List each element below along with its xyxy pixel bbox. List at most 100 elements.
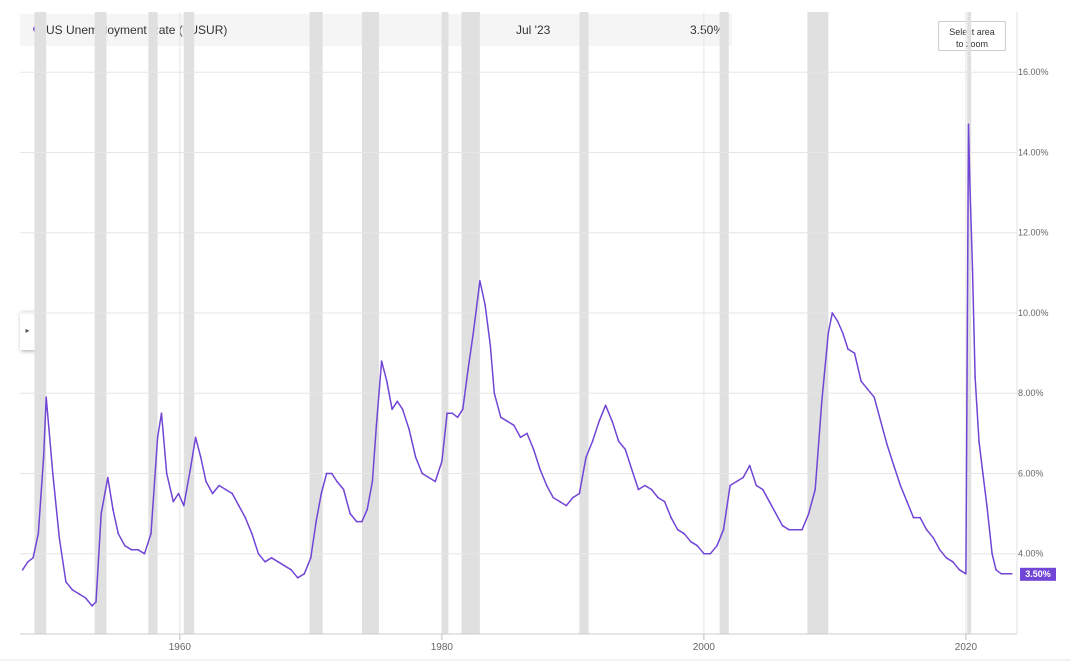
data-point (42, 456, 45, 459)
y-tick-label: 8.00% (1018, 388, 1044, 398)
recession-band (34, 12, 47, 634)
recession-band (807, 12, 829, 634)
data-point (160, 412, 163, 415)
data-point (205, 480, 207, 483)
data-point (971, 268, 974, 270)
data-point (1010, 573, 1013, 575)
data-point (945, 556, 948, 559)
data-point (366, 508, 368, 511)
data-point (735, 480, 738, 483)
data-point (775, 512, 777, 515)
data-point (310, 556, 312, 559)
data-point (342, 488, 345, 491)
data-point (893, 464, 895, 467)
data-point (315, 520, 317, 523)
data-point (952, 560, 954, 563)
data-point (172, 500, 175, 503)
data-point (396, 400, 399, 403)
data-point (696, 544, 699, 547)
recession-band (461, 12, 480, 634)
data-point (484, 304, 486, 306)
data-point (967, 123, 970, 126)
data-point (45, 396, 48, 399)
y-tick-label: 12.00% (1018, 228, 1049, 238)
data-point (768, 500, 771, 503)
data-point (879, 420, 882, 423)
data-point (303, 573, 306, 575)
select-area-to-zoom-button[interactable]: Select area to zoom (938, 21, 1006, 51)
data-point (244, 516, 247, 519)
data-point (513, 424, 515, 427)
data-point (585, 456, 587, 459)
data-point (224, 488, 227, 491)
data-point (820, 400, 823, 403)
data-point (211, 492, 214, 495)
data-point (277, 560, 279, 563)
data-point (722, 528, 725, 531)
data-point (489, 344, 492, 346)
data-point (781, 524, 784, 527)
data-point (539, 468, 541, 471)
data-point (814, 488, 817, 491)
data-point (467, 368, 469, 370)
data-point (375, 424, 378, 427)
data-point (853, 352, 856, 354)
data-point (194, 436, 197, 439)
data-point (51, 472, 54, 475)
data-point (860, 380, 862, 382)
data-point (703, 552, 705, 555)
data-point (32, 556, 34, 559)
data-point (709, 552, 712, 555)
data-point (762, 488, 764, 491)
data-point (748, 464, 751, 467)
recession-band (967, 12, 972, 634)
data-point (371, 480, 374, 483)
data-point (137, 548, 139, 551)
data-point (873, 396, 875, 399)
data-point (21, 568, 24, 571)
legend-series-name: US Unemployment Rate (I:USUR) (46, 23, 228, 37)
data-point (532, 448, 535, 451)
data-point (283, 564, 286, 567)
data-point (995, 568, 997, 571)
data-point (919, 516, 921, 519)
data-point (95, 601, 97, 603)
recession-band (719, 12, 729, 634)
data-point (165, 472, 168, 475)
data-point (237, 504, 240, 507)
data-point (526, 432, 528, 435)
data-point (472, 332, 475, 334)
data-point (644, 484, 646, 487)
legend-hover-date: Jul '23 (516, 23, 551, 37)
data-point (336, 480, 338, 483)
data-point (257, 552, 260, 555)
data-point (106, 476, 109, 479)
data-point (958, 568, 961, 571)
legend-hover-value: 3.50% (690, 23, 725, 37)
data-point (84, 597, 87, 599)
data-point (637, 488, 640, 491)
data-point (117, 532, 120, 535)
series-line (21, 123, 1012, 607)
recession-band (309, 12, 323, 634)
data-point (801, 528, 803, 531)
data-point (112, 508, 114, 511)
data-point (264, 560, 266, 563)
data-point (446, 412, 448, 415)
data-point (401, 408, 404, 411)
recession-band (94, 12, 107, 634)
data-point (199, 456, 202, 459)
data-point (130, 548, 133, 551)
axis-labels: 4.00% 6.00% 8.00% 10.00% 12.00% 14.00% 16.00% 1… (169, 67, 1049, 653)
data-point (611, 420, 613, 423)
data-point (380, 360, 383, 362)
data-point (189, 468, 192, 471)
data-point (479, 280, 481, 282)
data-point (591, 440, 594, 443)
data-point (676, 528, 679, 531)
data-point (831, 312, 834, 314)
data-point (624, 448, 627, 451)
recession-band (361, 12, 379, 634)
expand-panel-arrow-icon[interactable]: ▸ (20, 312, 35, 350)
